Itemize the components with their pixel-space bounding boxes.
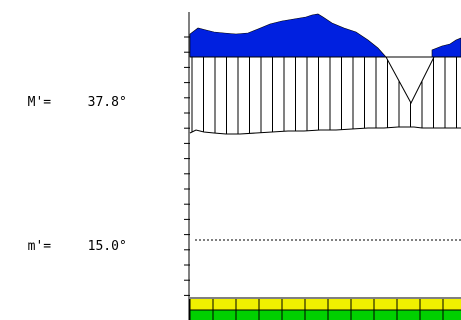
terrain-profile bbox=[189, 13, 387, 58]
band-grid-lines bbox=[189, 299, 444, 320]
terrain-profile-right bbox=[431, 37, 461, 58]
min-angle-value: 15.0° bbox=[87, 239, 127, 254]
yellow-band bbox=[190, 299, 461, 310]
max-angle-readout: M'= 37.8° bbox=[12, 80, 127, 110]
min-angle-label: m'= bbox=[27, 239, 52, 254]
max-angle-value: 37.8° bbox=[87, 95, 127, 110]
max-angle-label: M'= bbox=[27, 95, 52, 110]
min-angle-readout: m'= 15.0° bbox=[12, 224, 127, 254]
lower-boundary-line bbox=[189, 126, 461, 135]
hatch-lines bbox=[191, 57, 457, 134]
green-band bbox=[190, 310, 461, 320]
v-notch bbox=[385, 56, 435, 105]
